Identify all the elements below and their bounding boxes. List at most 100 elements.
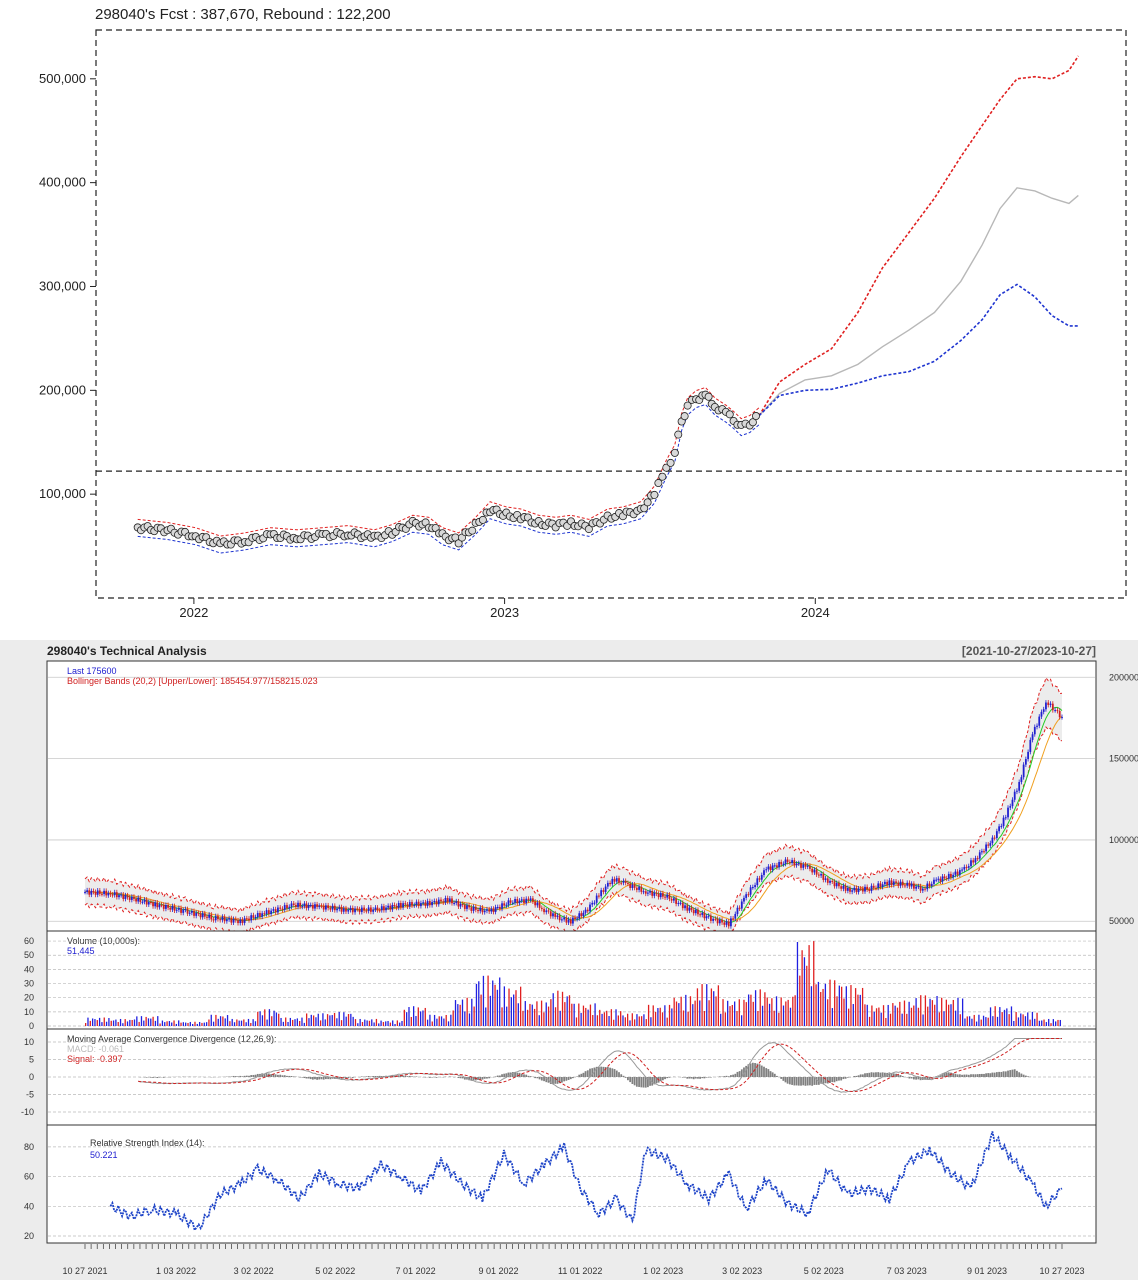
candle-body: [647, 893, 649, 894]
volume-bar: [276, 1012, 277, 1026]
candle-body: [178, 908, 180, 910]
volume-bar: [150, 1019, 151, 1026]
forecast-x-tick-label: 2024: [801, 605, 830, 620]
volume-bar: [197, 1024, 198, 1026]
candle-body: [255, 917, 257, 918]
macd-histogram-bar: [992, 1073, 994, 1077]
volume-bar: [136, 1016, 137, 1026]
volume-bar: [92, 1018, 93, 1026]
candle-body: [904, 885, 906, 886]
volume-bar: [439, 1016, 440, 1026]
candle-body: [365, 911, 367, 912]
history-point: [479, 516, 486, 523]
candle-body: [651, 891, 653, 896]
candle-body: [172, 906, 174, 910]
candle-body: [671, 899, 673, 901]
volume-bar: [290, 1018, 291, 1026]
candle-body: [948, 874, 950, 879]
candle-body: [548, 910, 550, 911]
candle-body: [379, 910, 381, 911]
volume-bar: [576, 1017, 577, 1026]
history-point: [469, 527, 476, 534]
technical-analysis-chart: 298040's Technical Analysis [2021-10-27/…: [0, 640, 1138, 1280]
volume-y-tick-label: 20: [24, 993, 34, 1003]
candle-body: [165, 905, 167, 909]
candle-body: [327, 905, 329, 908]
volume-bar: [632, 1013, 633, 1026]
volume-bar: [753, 1002, 754, 1026]
candle-body: [445, 898, 447, 903]
macd-histogram-bar: [631, 1077, 633, 1084]
macd-histogram-bar: [308, 1077, 310, 1079]
macd-histogram-bar: [660, 1077, 662, 1081]
candle-body: [987, 845, 989, 846]
candle-body: [791, 860, 793, 863]
volume-bar: [415, 1016, 416, 1026]
macd-histogram-bar: [739, 1071, 741, 1077]
volume-bar: [988, 1018, 989, 1026]
macd-histogram-bar: [587, 1070, 589, 1077]
macd-histogram-bar: [627, 1077, 629, 1080]
candle-body: [534, 902, 536, 906]
volume-bar: [411, 1017, 412, 1026]
volume-bar: [927, 1007, 928, 1026]
macd-histogram-bar: [237, 1076, 239, 1077]
volume-bar: [497, 990, 498, 1026]
volume-bar: [757, 1011, 758, 1026]
candle-body: [568, 920, 570, 923]
volume-bar: [271, 1016, 272, 1026]
candle-body: [741, 902, 743, 909]
candle-body: [429, 901, 431, 905]
volume-bar: [1034, 1019, 1035, 1026]
macd-histogram-bar: [248, 1076, 250, 1077]
volume-bar: [678, 1003, 679, 1026]
macd-histogram-bar: [763, 1067, 765, 1077]
volume-bar: [278, 1014, 279, 1026]
macd-histogram-bar: [242, 1076, 244, 1077]
candle-body: [675, 898, 677, 904]
candle-body: [732, 918, 734, 919]
macd-histogram-bar: [759, 1064, 761, 1077]
candle-body: [871, 886, 873, 891]
volume-bar: [1002, 1012, 1003, 1026]
candle-body: [301, 906, 303, 907]
candle-body: [1014, 792, 1016, 800]
macd-histogram-bar: [377, 1076, 379, 1077]
volume-bar: [106, 1022, 107, 1026]
candle-body: [244, 918, 246, 923]
volume-bar: [401, 1021, 402, 1026]
candle-body: [370, 907, 372, 911]
candle-body: [983, 851, 985, 852]
ta-x-tick-label: 1 02 2023: [643, 1266, 683, 1276]
candle-body: [127, 895, 129, 897]
volume-bar: [480, 995, 481, 1026]
volume-bar: [222, 1017, 223, 1026]
candle-body: [708, 916, 710, 917]
macd-histogram-bar: [402, 1076, 404, 1077]
volume-bar: [378, 1023, 379, 1026]
candle-body: [1027, 752, 1029, 759]
candle-body: [213, 919, 215, 920]
volume-bar: [1025, 1016, 1026, 1026]
rsi-y-tick-label: 40: [24, 1201, 34, 1211]
forecast-chart: 298040's Fcst : 387,670, Rebound : 122,2…: [0, 0, 1138, 632]
volume-bar: [976, 1022, 977, 1026]
volume-bar: [485, 1007, 486, 1026]
candle-body: [464, 905, 466, 909]
macd-histogram-bar: [877, 1072, 879, 1077]
volume-bar: [843, 999, 844, 1026]
volume-bar: [118, 1022, 119, 1026]
candle-body: [486, 909, 488, 911]
candle-body: [152, 902, 154, 906]
candle-body: [310, 905, 312, 906]
price-y-tick-label: 150000: [1109, 754, 1138, 764]
candle-body: [396, 906, 398, 908]
volume-bar: [1036, 1013, 1037, 1026]
candle-body: [689, 908, 691, 911]
volume-bar: [562, 992, 563, 1026]
macd-histogram-bar: [614, 1069, 616, 1077]
candle-body: [585, 910, 587, 913]
candle-body: [431, 902, 433, 905]
macd-histogram-bar: [911, 1077, 913, 1078]
volume-bar: [273, 1011, 274, 1026]
